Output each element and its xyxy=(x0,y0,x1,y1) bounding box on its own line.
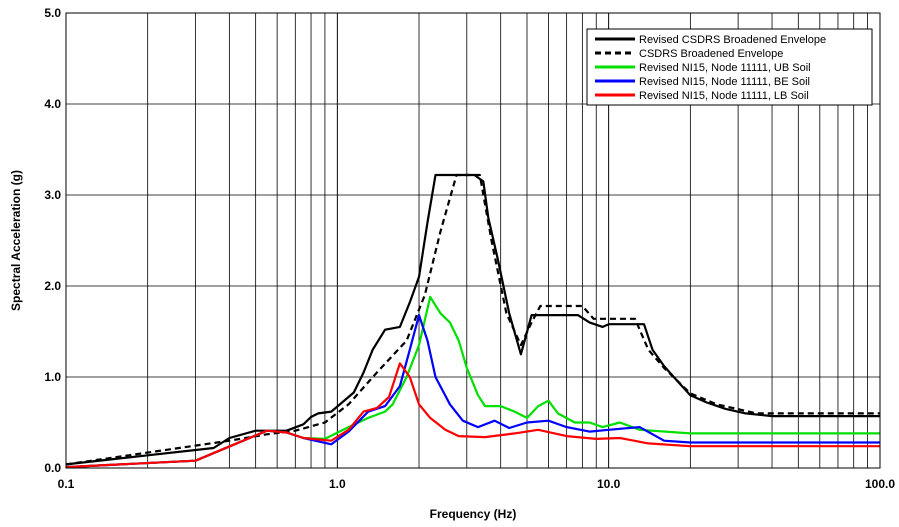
x-tick-label: 100.0 xyxy=(865,477,895,491)
x-tick-label: 1.0 xyxy=(329,477,346,491)
legend-label: Revised NI15, Node 11111, BE Soil xyxy=(639,76,810,88)
y-tick-label: 0.0 xyxy=(44,461,61,475)
series-line-2 xyxy=(65,173,880,466)
legend-label: Revised CSDRS Broadened Envelope xyxy=(639,34,826,46)
y-tick-label: 2.0 xyxy=(44,279,61,293)
x-tick-label: 10.0 xyxy=(597,477,621,491)
grid xyxy=(66,13,880,468)
x-tick-label: 0.1 xyxy=(58,477,75,491)
tick-labels: 0.0 1.0 2.0 3.0 4.0 5.0 0.1 1.0 10.0 100.0 xyxy=(44,6,895,491)
series-line-5 xyxy=(65,362,880,469)
series-line-1 xyxy=(65,173,880,466)
legend-label: CSDRS Broadened Envelope xyxy=(639,48,783,60)
legend: Revised CSDRS Broadened Envelope CSDRS Br… xyxy=(586,28,873,106)
x-axis-title: Frequency (Hz) xyxy=(430,507,517,521)
legend-label: Revised NI15, Node 11111, UB Soil xyxy=(639,62,811,74)
y-tick-label: 3.0 xyxy=(44,188,61,202)
series-line-4 xyxy=(65,314,880,469)
plot-frame xyxy=(65,12,881,469)
y-axis-title: Spectral Acceleration (g) xyxy=(9,170,23,311)
y-tick-label: 1.0 xyxy=(44,370,61,384)
y-tick-label: 4.0 xyxy=(44,97,61,111)
legend-label: Revised NI15, Node 11111, LB Soil xyxy=(639,90,809,102)
y-tick-label: 5.0 xyxy=(44,6,61,20)
series-lines xyxy=(65,173,880,469)
